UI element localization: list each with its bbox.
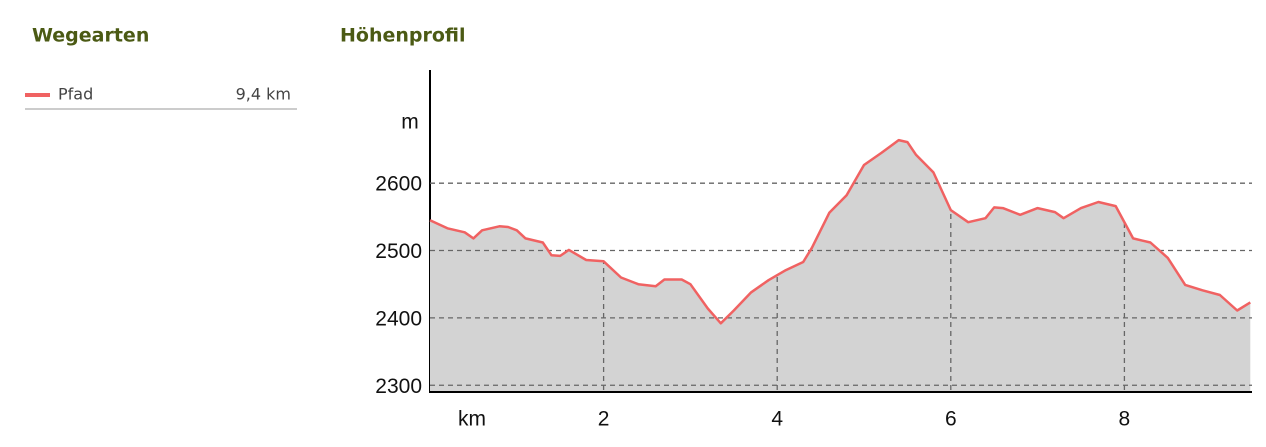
x-unit: km [458, 408, 486, 431]
x-tick-label: 6 [945, 408, 957, 431]
legend-title: Wegearten [32, 25, 149, 47]
y-unit: m [401, 111, 419, 134]
legend-length: 9,4 km [236, 85, 291, 104]
chart-title: Höhenprofil [340, 25, 466, 47]
y-tick-label: 2600 [375, 173, 422, 196]
profile-line [429, 138, 1251, 325]
legend-label: Pfad [58, 85, 93, 104]
x-tick-label: 8 [1119, 408, 1131, 431]
y-tick-label: 2500 [375, 240, 422, 263]
x-tick-label: 4 [771, 408, 783, 431]
area [430, 140, 1251, 392]
x-tick-label: 2 [598, 408, 610, 431]
y-tick-label: 2300 [375, 375, 422, 398]
y-tick-label: 2400 [375, 307, 422, 330]
